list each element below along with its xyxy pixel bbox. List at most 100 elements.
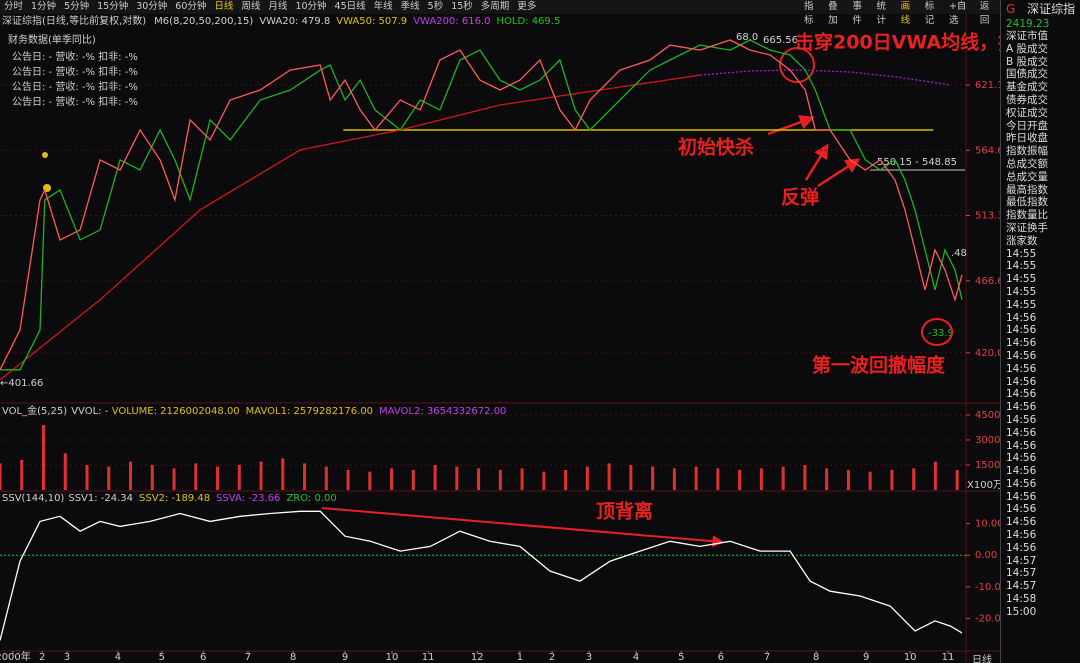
volume-bar — [324, 466, 328, 490]
ssv2: SSV2: -189.48 — [139, 493, 210, 504]
arrow — [767, 115, 815, 136]
period-tab[interactable]: 15秒 — [451, 1, 473, 12]
y-tick-label: 15000 — [975, 460, 1000, 471]
volume-bar — [85, 465, 89, 490]
x-tick-label: 10 — [904, 652, 917, 663]
annotation: 击穿200日VWA均线，拐头 — [795, 31, 1000, 54]
period-tab[interactable]: 5秒 — [427, 1, 444, 12]
header-indicator: M6(8,20,50,200,15) — [154, 16, 253, 27]
period-tab[interactable]: 45日线 — [334, 1, 366, 12]
volume-bar — [63, 453, 67, 490]
stat-label: 总成交量 — [1006, 170, 1048, 183]
side-panel: G 深证综指 2419.23 深证市值 A 股成交 B 股成交 国债成交 基金成交 债券成… — [1000, 0, 1080, 663]
tool-button[interactable]: 指标 — [804, 1, 814, 26]
volume-bar — [542, 471, 546, 490]
tool-button[interactable]: 叠加 — [828, 1, 838, 26]
volume-bar — [607, 463, 611, 490]
stat-label: 昨日收盘 — [1006, 132, 1048, 145]
volume-bar — [172, 468, 176, 490]
volume-bar — [0, 463, 2, 490]
stat-label: 深证市值 — [1006, 30, 1048, 42]
x-tick-label: 1 — [517, 652, 523, 663]
vol-name: VOL_金(5,25) — [2, 404, 67, 417]
period-tab[interactable]: 10分钟 — [295, 1, 327, 12]
volume-bar — [259, 461, 263, 490]
volume-bar — [20, 460, 24, 490]
ssv1: SSV1: -24.34 — [68, 493, 133, 504]
stat-label: A 股成交 — [1006, 42, 1049, 55]
header-name: 深证综指(日线,等比前复权,对数) — [2, 14, 146, 27]
period-tab[interactable]: 15分钟 — [97, 1, 129, 12]
x-tick-label: 12 — [471, 652, 484, 663]
period-tab[interactable]: 年线 — [373, 1, 393, 12]
volume-bar — [564, 470, 568, 490]
stat-label: 基金成交 — [1006, 81, 1048, 94]
legend-vwa20: VWA20: 479.8 — [259, 16, 330, 27]
chart-area: 深证综指(日线,等比前复权,对数) M6(8,20,50,200,15) VWA20… — [0, 14, 1000, 663]
tick-time: 14:55 — [1006, 285, 1037, 298]
financial-title: 财务数据(单季同比) — [8, 33, 96, 46]
volume-bar — [237, 465, 241, 490]
period-tab[interactable]: 日线 — [214, 1, 234, 12]
x-tick-label: 6 — [718, 652, 724, 663]
volume-bar — [846, 470, 850, 490]
x-tick-label: 9 — [863, 652, 869, 663]
x-tick-label: 3 — [586, 652, 592, 663]
period-tab[interactable]: 多周期 — [480, 1, 510, 12]
arrow — [817, 158, 861, 188]
x-tick-label: 10 — [386, 652, 399, 663]
period-tab[interactable]: 60分钟 — [175, 1, 207, 12]
volume-bar — [738, 470, 742, 490]
volume-bar — [781, 466, 785, 490]
tool-button[interactable]: 画线 — [900, 1, 911, 26]
period-tabs: 分时 1分钟 5分钟 15分钟 30分钟 60分钟 日线 周线 月线 10分钟 45日线 年线 季线 5秒… — [0, 0, 540, 14]
period-tab[interactable]: 季线 — [400, 1, 420, 12]
tool-button[interactable]: 统计 — [876, 1, 886, 26]
y-tick-label: -10.00 — [975, 582, 1000, 593]
annotation: 初始快杀 — [678, 136, 754, 159]
vol-vvol: VVOL: - — [71, 406, 108, 417]
period-tab[interactable]: 月线 — [268, 1, 288, 12]
volume-bar — [433, 465, 437, 490]
tick-time: 14:56 — [1006, 541, 1037, 554]
tool-button[interactable]: 标记 — [924, 1, 935, 26]
legend-vwa50: VWA50: 507.9 — [336, 16, 407, 27]
tool-button[interactable]: 事件 — [852, 1, 862, 26]
period-tab[interactable]: 更多 — [517, 1, 537, 12]
tick-time: 14:56 — [1006, 426, 1037, 439]
volume-bar — [129, 461, 133, 490]
series-line — [0, 74, 701, 381]
x-tick-label: 8 — [813, 652, 819, 663]
period-tab[interactable]: 5分钟 — [64, 1, 90, 12]
x-tick-label: 2000年 — [0, 650, 31, 663]
volume-bar — [520, 468, 524, 490]
stat-label: 深证换手 — [1006, 221, 1048, 234]
tick-time: 14:56 — [1006, 490, 1037, 503]
x-tick-label: 11 — [422, 652, 435, 663]
y-tick-label: 564.6 — [975, 145, 1000, 156]
volume-bar — [912, 468, 916, 490]
volume-bar — [759, 468, 763, 490]
price-label: -33.9 — [928, 328, 954, 339]
tool-button[interactable]: +自选 — [948, 1, 967, 26]
tick-time: 14:55 — [1006, 298, 1037, 311]
stat-label: B 股成交 — [1006, 55, 1049, 68]
ssv-name: SSV(144,10) — [2, 493, 64, 504]
vol-mavol1: MAVOL1: 2579282176.00 — [246, 406, 373, 417]
volume-bar — [694, 466, 698, 490]
panel-title: 深证综指 — [1027, 2, 1076, 16]
stat-label: 最低指数 — [1006, 196, 1048, 209]
financial-row: 公告日: - 营收: -% 扣非: -% — [12, 65, 138, 78]
period-tab[interactable]: 30分钟 — [136, 1, 168, 12]
period-tab[interactable]: 分时 — [4, 1, 24, 12]
legend-vwa200: VWA200: 616.0 — [413, 16, 490, 27]
financial-row: 公告日: - 营收: -% 扣非: -% — [12, 80, 138, 93]
series-line — [0, 39, 963, 371]
y-tick-label: 466.6 — [975, 276, 1000, 287]
period-tab[interactable]: 1分钟 — [31, 1, 57, 12]
period-tab[interactable]: 周线 — [241, 1, 261, 12]
tick-time: 14:56 — [1006, 349, 1037, 362]
ssv-header: SSV(144,10) SSV1: -24.34 SSV2: -189.48 SSVA… — [2, 493, 337, 504]
annotation: 第一波回撤幅度 — [812, 354, 946, 377]
tool-button[interactable]: 返回 — [979, 1, 990, 26]
